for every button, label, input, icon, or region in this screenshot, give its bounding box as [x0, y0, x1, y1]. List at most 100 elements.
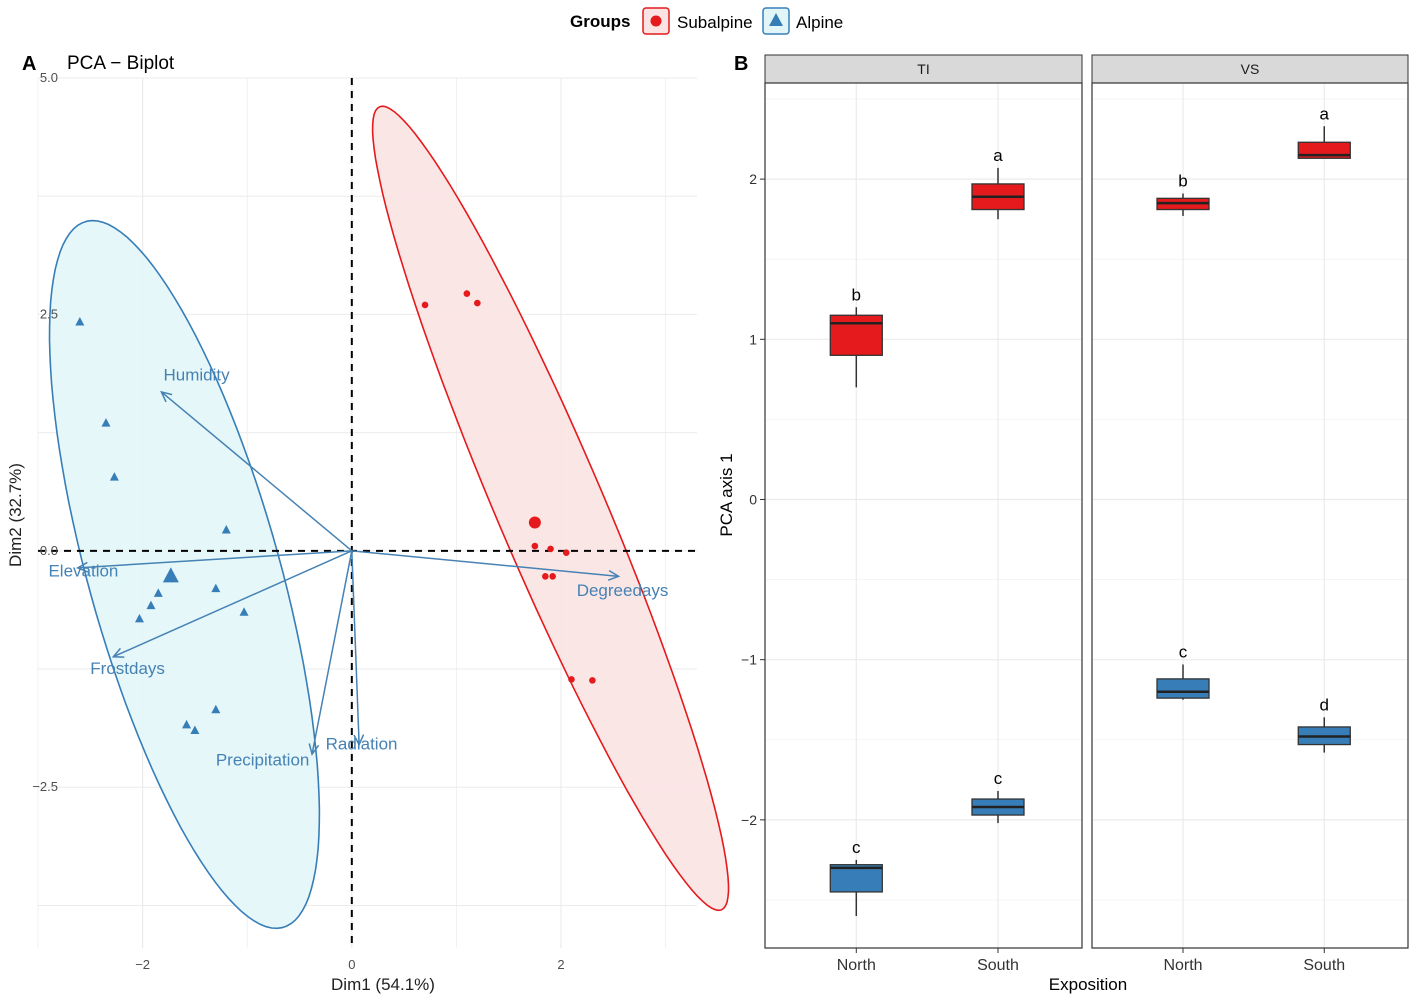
- facet-vs: VS b c a d North South: [1091, 54, 1409, 974]
- point-alpine: [146, 600, 156, 610]
- ellipse-alpine: [48, 219, 321, 930]
- vector-arrowhead-radiation: [353, 734, 365, 747]
- point-alpine: [75, 316, 85, 326]
- box-letter-subalpine: b: [852, 285, 861, 304]
- centroid-alpine: [162, 567, 179, 583]
- box-letter-alpine: c: [1179, 642, 1188, 661]
- y-tick-label: −2: [741, 812, 757, 828]
- pca-y-axis-label: Dim2 (32.7%): [6, 463, 25, 567]
- panel-label-a: A: [22, 53, 36, 75]
- point-alpine: [190, 725, 200, 734]
- legend-label-subalpine: Subalpine: [677, 13, 753, 32]
- box-letter-subalpine: a: [1320, 104, 1330, 123]
- vector-label-precipitation: Precipitation: [216, 750, 310, 769]
- legend-subalpine-marker: [650, 15, 662, 27]
- point-subalpine: [463, 290, 471, 297]
- facet-strip-label-vs: VS: [1241, 61, 1260, 77]
- point-alpine: [101, 418, 111, 427]
- box-letter-alpine: c: [994, 769, 1003, 788]
- x-tick-label: South: [1303, 957, 1345, 974]
- point-subalpine: [474, 299, 481, 307]
- vector-radiation: [351, 550, 360, 745]
- point-subalpine: [549, 573, 556, 580]
- pca-ellipses: [48, 105, 730, 930]
- y-tick-label: 2.5: [40, 306, 58, 321]
- facet-ti: TI b c a c North South: [764, 54, 1083, 974]
- vector-label-degreedays: Degreedays: [577, 581, 669, 600]
- vector-arrowhead-degreedays: [607, 570, 621, 581]
- point-subalpine: [531, 542, 539, 550]
- point-alpine: [239, 607, 249, 616]
- facet-border-ti: [764, 82, 1083, 949]
- boxplot-y-ticks: 2 1 0 −1 −2: [741, 171, 765, 828]
- x-tick-label: 2: [557, 957, 564, 972]
- y-tick-label: −1: [741, 652, 757, 668]
- point-subalpine: [542, 573, 549, 580]
- panel-label-b: B: [734, 53, 748, 75]
- legend-alpine-marker: [769, 13, 783, 26]
- point-alpine: [211, 704, 221, 714]
- facet-strip-ti: [764, 54, 1083, 84]
- boxplot-x-axis-label: Exposition: [1049, 975, 1127, 994]
- x-tick-label: 0: [348, 957, 355, 972]
- pca-zero-lines: [38, 78, 697, 948]
- vector-label-humidity: Humidity: [164, 366, 231, 385]
- point-alpine: [134, 613, 144, 623]
- legend-label-alpine: Alpine: [796, 13, 843, 32]
- vector-arrowhead-frostdays: [111, 647, 125, 658]
- vector-elevation: [77, 550, 352, 569]
- centroid-subalpine: [528, 516, 541, 529]
- point-alpine: [153, 588, 163, 597]
- vector-label-radiation: Radiation: [326, 734, 398, 753]
- x-tick-label: South: [977, 957, 1019, 974]
- facet-border-vs: [1091, 82, 1409, 949]
- facet-strip-vs: [1091, 54, 1409, 84]
- x-tick-label: North: [1163, 957, 1202, 974]
- legend-title: Groups: [570, 12, 630, 31]
- point-subalpine: [421, 301, 429, 309]
- vector-arrowhead-precipitation: [308, 743, 320, 756]
- box-subalpine: [829, 314, 883, 356]
- y-tick-label: 2: [749, 171, 757, 187]
- pca-vectors: Humidity Elevation Frostdays Precipitation R…: [48, 366, 668, 770]
- point-subalpine: [589, 677, 596, 684]
- boxplot-panel: TI b c a c North South VS b c a d North South 2 1 0 −1 −2…: [717, 54, 1409, 994]
- pca-biplot: Humidity Elevation Frostdays Precipitation R…: [6, 70, 730, 994]
- vector-precipitation: [311, 550, 353, 755]
- box-letter-subalpine: b: [1178, 172, 1187, 191]
- y-tick-label: 1: [749, 331, 757, 347]
- pca-points: [75, 290, 596, 734]
- point-alpine: [221, 525, 231, 534]
- y-tick-label: 0: [749, 491, 757, 507]
- point-subalpine: [568, 676, 575, 683]
- legend: Groups Subalpine Alpine: [570, 7, 843, 35]
- x-tick-label: −2: [135, 957, 150, 972]
- point-alpine: [109, 472, 119, 481]
- vector-label-frostdays: Frostdays: [90, 659, 165, 678]
- vector-arrowhead-elevation: [76, 561, 89, 573]
- x-tick-label: North: [837, 957, 876, 974]
- y-tick-label: 0.0: [40, 543, 58, 558]
- point-subalpine: [562, 549, 570, 557]
- point-alpine: [182, 719, 192, 729]
- box-alpine: [829, 864, 883, 893]
- pca-title: PCA − Biplot: [67, 53, 175, 74]
- facet-strip-label-ti: TI: [917, 61, 929, 77]
- box-letter-alpine: d: [1320, 695, 1329, 714]
- vector-humidity: [160, 391, 353, 552]
- point-subalpine: [547, 545, 554, 553]
- pca-tick-labels: −2 0 2 5.0 2.5 0.0 −2.5: [32, 70, 564, 972]
- vector-arrowhead-humidity: [160, 390, 173, 403]
- boxplot-y-axis-label: PCA axis 1: [717, 453, 736, 536]
- box-letter-alpine: c: [852, 838, 861, 857]
- y-tick-label: −2.5: [32, 779, 58, 794]
- point-alpine: [211, 583, 221, 593]
- vector-degreedays: [351, 550, 619, 578]
- boxplot-facets: TI b c a c North South VS b c a d North South: [764, 54, 1409, 974]
- box-alpine: [1156, 678, 1210, 699]
- vector-label-elevation: Elevation: [48, 561, 118, 580]
- box-letter-subalpine: a: [993, 146, 1003, 165]
- pca-x-axis-label: Dim1 (54.1%): [331, 975, 435, 994]
- y-tick-label: 5.0: [40, 70, 58, 85]
